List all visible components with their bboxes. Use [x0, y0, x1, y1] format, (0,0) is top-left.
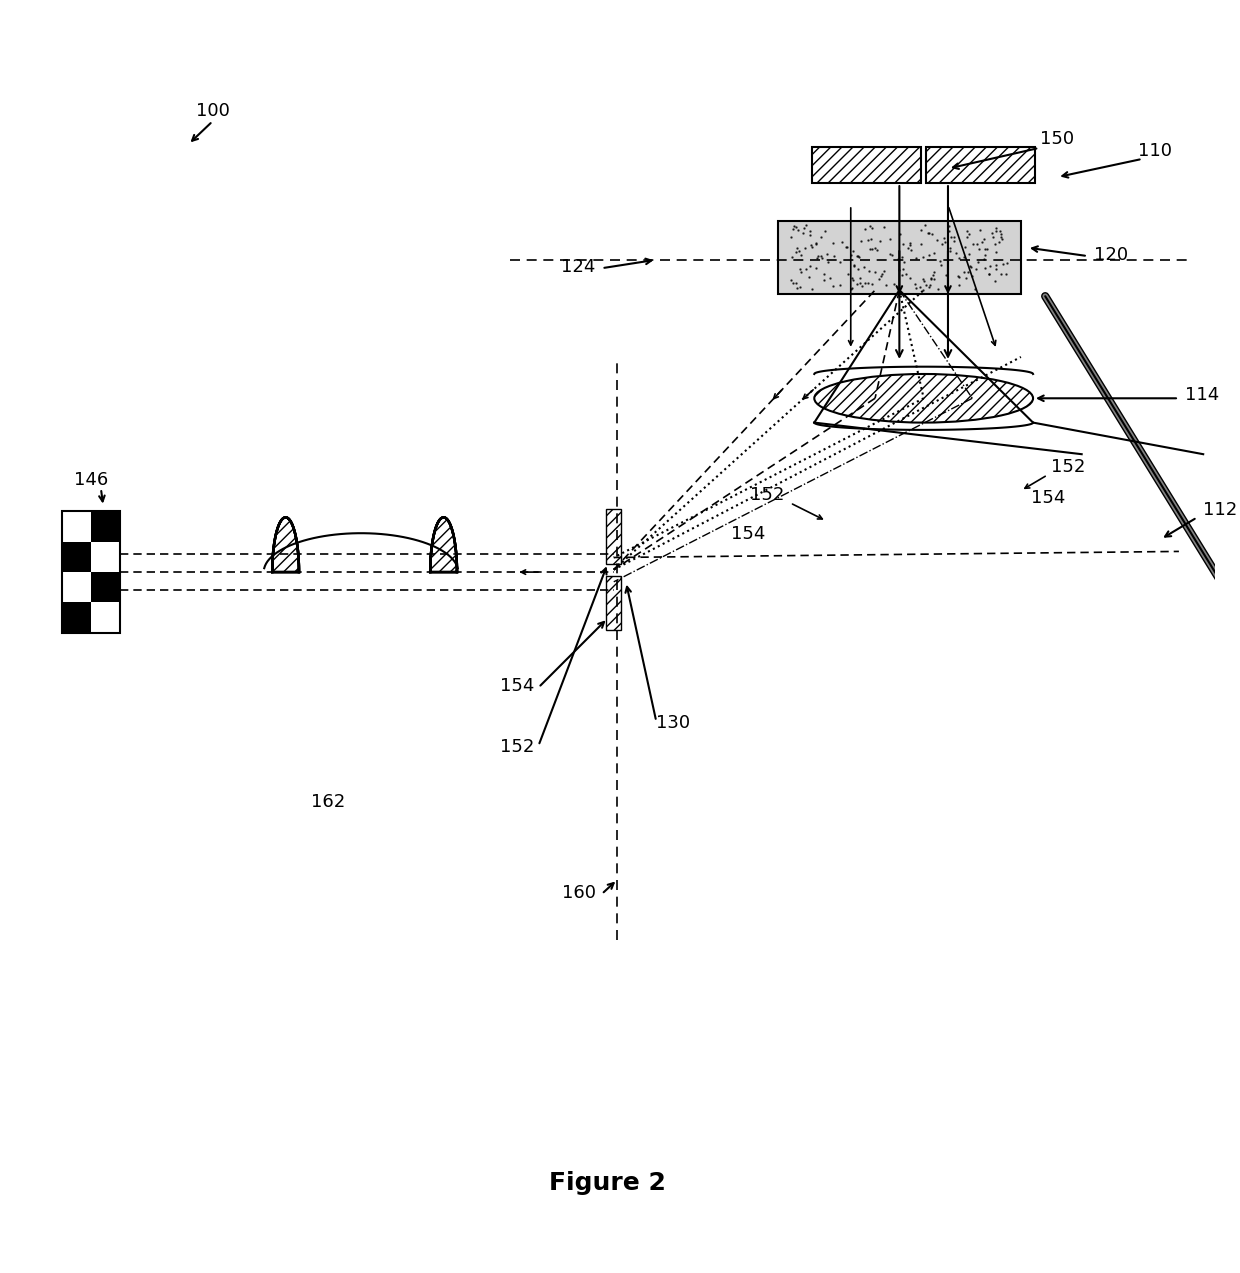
Text: 152: 152 — [749, 486, 784, 504]
Text: 152: 152 — [1052, 458, 1086, 476]
Text: 154: 154 — [732, 526, 765, 544]
FancyBboxPatch shape — [62, 512, 120, 633]
FancyBboxPatch shape — [926, 146, 1035, 183]
Text: 154: 154 — [1030, 489, 1065, 507]
Text: 124: 124 — [562, 258, 595, 276]
Text: 114: 114 — [1185, 386, 1219, 404]
Text: 154: 154 — [501, 677, 534, 695]
PathPatch shape — [430, 517, 458, 572]
Text: 120: 120 — [1094, 246, 1128, 264]
Text: 130: 130 — [656, 714, 691, 732]
FancyBboxPatch shape — [777, 220, 1021, 294]
Text: 100: 100 — [196, 102, 229, 121]
Text: 150: 150 — [1040, 130, 1074, 148]
FancyBboxPatch shape — [62, 542, 92, 572]
Text: Figure 2: Figure 2 — [549, 1171, 666, 1195]
Text: 162: 162 — [311, 793, 345, 811]
FancyBboxPatch shape — [606, 509, 621, 564]
Text: 112: 112 — [1203, 502, 1238, 519]
Text: 110: 110 — [1137, 143, 1172, 160]
Ellipse shape — [815, 374, 1033, 423]
Text: 160: 160 — [562, 883, 595, 901]
FancyBboxPatch shape — [812, 146, 921, 183]
FancyBboxPatch shape — [62, 602, 92, 633]
FancyBboxPatch shape — [606, 575, 621, 630]
FancyBboxPatch shape — [92, 512, 120, 542]
FancyBboxPatch shape — [92, 572, 120, 602]
Text: 152: 152 — [501, 738, 534, 756]
PathPatch shape — [273, 517, 299, 572]
Text: 146: 146 — [74, 471, 108, 489]
